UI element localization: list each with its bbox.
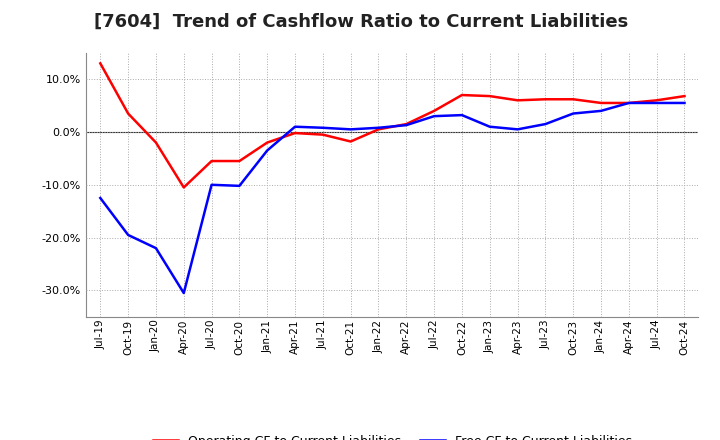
- Free CF to Current Liabilities: [346, 127, 355, 132]
- Operating CF to Current Liabilities: [235, 158, 243, 164]
- Operating CF to Current Liabilities: [680, 93, 689, 99]
- Free CF to Current Liabilities: [402, 122, 410, 128]
- Operating CF to Current Liabilities: [430, 108, 438, 114]
- Text: [7604]  Trend of Cashflow Ratio to Current Liabilities: [7604] Trend of Cashflow Ratio to Curren…: [94, 13, 628, 31]
- Free CF to Current Liabilities: [96, 195, 104, 201]
- Free CF to Current Liabilities: [374, 125, 383, 130]
- Operating CF to Current Liabilities: [652, 98, 661, 103]
- Operating CF to Current Liabilities: [597, 100, 606, 106]
- Free CF to Current Liabilities: [207, 182, 216, 187]
- Operating CF to Current Liabilities: [207, 158, 216, 164]
- Operating CF to Current Liabilities: [513, 98, 522, 103]
- Operating CF to Current Liabilities: [569, 97, 577, 102]
- Free CF to Current Liabilities: [597, 108, 606, 114]
- Free CF to Current Liabilities: [179, 290, 188, 296]
- Free CF to Current Liabilities: [235, 183, 243, 188]
- Operating CF to Current Liabilities: [124, 111, 132, 116]
- Free CF to Current Liabilities: [569, 111, 577, 116]
- Free CF to Current Liabilities: [291, 124, 300, 129]
- Operating CF to Current Liabilities: [263, 140, 271, 145]
- Line: Free CF to Current Liabilities: Free CF to Current Liabilities: [100, 103, 685, 293]
- Free CF to Current Liabilities: [485, 124, 494, 129]
- Free CF to Current Liabilities: [541, 121, 550, 127]
- Operating CF to Current Liabilities: [152, 140, 161, 145]
- Free CF to Current Liabilities: [652, 100, 661, 106]
- Free CF to Current Liabilities: [458, 113, 467, 118]
- Operating CF to Current Liabilities: [179, 185, 188, 190]
- Operating CF to Current Liabilities: [624, 100, 633, 106]
- Operating CF to Current Liabilities: [402, 121, 410, 127]
- Free CF to Current Liabilities: [318, 125, 327, 130]
- Operating CF to Current Liabilities: [485, 93, 494, 99]
- Free CF to Current Liabilities: [124, 232, 132, 238]
- Free CF to Current Liabilities: [152, 246, 161, 251]
- Free CF to Current Liabilities: [430, 114, 438, 119]
- Operating CF to Current Liabilities: [541, 97, 550, 102]
- Free CF to Current Liabilities: [263, 148, 271, 153]
- Operating CF to Current Liabilities: [374, 127, 383, 132]
- Operating CF to Current Liabilities: [291, 130, 300, 136]
- Line: Operating CF to Current Liabilities: Operating CF to Current Liabilities: [100, 63, 685, 187]
- Free CF to Current Liabilities: [513, 127, 522, 132]
- Operating CF to Current Liabilities: [96, 61, 104, 66]
- Operating CF to Current Liabilities: [346, 139, 355, 144]
- Free CF to Current Liabilities: [624, 100, 633, 106]
- Operating CF to Current Liabilities: [458, 92, 467, 98]
- Operating CF to Current Liabilities: [318, 132, 327, 137]
- Free CF to Current Liabilities: [680, 100, 689, 106]
- Legend: Operating CF to Current Liabilities, Free CF to Current Liabilities: Operating CF to Current Liabilities, Fre…: [153, 435, 632, 440]
